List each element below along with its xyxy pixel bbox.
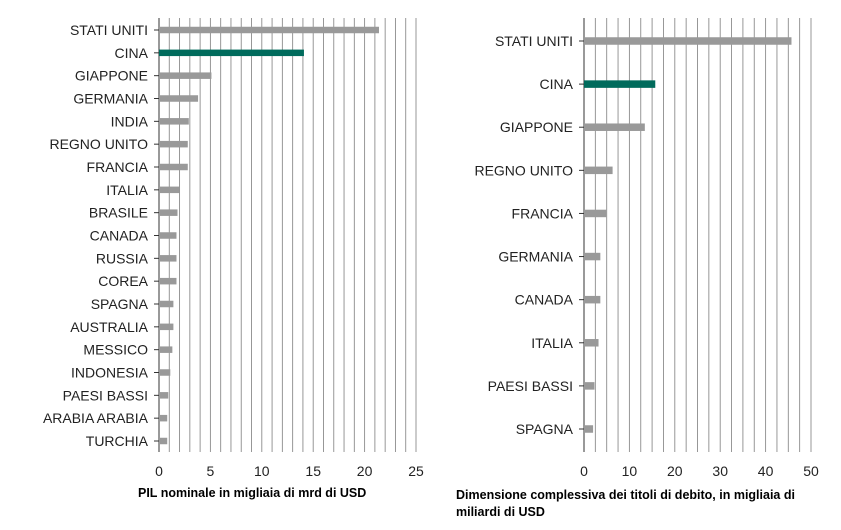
gdp-bar-giappone	[159, 72, 212, 79]
gdp-category-label: PAESI BASSI	[63, 387, 148, 403]
debt-securities-chart: Dimensione complessiva dei titoli di deb…	[456, 18, 819, 519]
gdp-bar-regno-unito	[159, 140, 188, 148]
gdp-x-tick-label: 5	[207, 463, 215, 479]
debt-bar-giappone	[584, 123, 645, 131]
debt-bar-spagna	[584, 425, 594, 433]
gdp-category-label: REGNO UNITO	[49, 136, 148, 152]
gdp-category-label: INDIA	[111, 113, 149, 129]
gdp-category-label: STATI UNITI	[70, 22, 148, 38]
gdp-chart: PIL nominale in migliaia di mrd di USD S…	[43, 18, 424, 500]
gdp-bar-indonesia	[159, 369, 171, 376]
debt-x-axis-title-line-2: miliardi di USD	[456, 505, 545, 519]
debt-bar-canada	[584, 295, 601, 304]
gdp-x-tick-label: 15	[305, 463, 321, 479]
debt-category-label: STATI UNITI	[495, 33, 573, 49]
gdp-bar-stati-uniti	[159, 26, 379, 34]
debt-bar-stati-uniti	[584, 37, 792, 45]
gdp-category-label: ITALIA	[106, 182, 148, 198]
gdp-bar-germania	[159, 95, 199, 102]
debt-x-tick-label: 30	[712, 463, 728, 479]
gdp-x-tick-label: 10	[254, 463, 270, 479]
debt-category-label: GERMANIA	[498, 249, 573, 265]
debt-bar-italia	[584, 339, 599, 347]
debt-bar-regno-unito	[584, 166, 613, 175]
gdp-category-label: GIAPPONE	[75, 68, 148, 84]
gdp-bar-brasile	[159, 209, 178, 216]
gdp-category-label: COREA	[98, 273, 148, 289]
gdp-category-label: TURCHIA	[86, 433, 149, 449]
gdp-category-label: BRASILE	[89, 205, 148, 221]
gdp-bar-russia	[159, 255, 177, 262]
gdp-bar-canada	[159, 232, 177, 239]
debt-x-tick-label: 20	[667, 463, 683, 479]
gdp-bar-messico	[159, 346, 173, 353]
gdp-category-label: AUSTRALIA	[70, 319, 148, 335]
debt-category-label: PAESI BASSI	[488, 378, 573, 394]
gdp-category-label: CINA	[115, 45, 149, 61]
gdp-x-axis-title: PIL nominale in migliaia di mrd di USD	[138, 486, 366, 500]
gdp-bar-paesi-bassi	[159, 392, 169, 399]
gdp-bar-francia	[159, 163, 188, 171]
gdp-bar-italia	[159, 186, 180, 194]
gdp-category-label: CANADA	[90, 228, 149, 244]
gdp-bar-spagna	[159, 300, 174, 308]
gdp-category-label: SPAGNA	[91, 296, 149, 312]
gdp-category-label: ARABIA ARABIA	[43, 410, 149, 426]
debt-category-label: CINA	[540, 76, 574, 92]
debt-bar-germania	[584, 252, 601, 261]
debt-category-label: REGNO UNITO	[474, 162, 573, 178]
debt-x-axis-title-line-1: Dimensione complessiva dei titoli di deb…	[456, 488, 795, 502]
gdp-bar-arabia-arabia	[159, 414, 168, 422]
gdp-category-label: MESSICO	[83, 342, 148, 358]
gdp-bar-corea	[159, 277, 177, 285]
debt-x-tick-label: 0	[580, 463, 588, 479]
gdp-x-tick-label: 25	[408, 463, 424, 479]
debt-category-label: GIAPPONE	[500, 119, 573, 135]
gdp-bar-australia	[159, 323, 174, 331]
debt-category-label: ITALIA	[531, 335, 573, 351]
gdp-category-label: FRANCIA	[87, 159, 149, 175]
debt-category-label: CANADA	[515, 292, 574, 308]
debt-x-tick-label: 10	[622, 463, 638, 479]
debt-bar-cina	[584, 80, 656, 88]
gdp-category-label: RUSSIA	[96, 250, 149, 266]
gdp-x-tick-label: 0	[155, 463, 163, 479]
debt-x-tick-label: 40	[758, 463, 774, 479]
gdp-bar-cina	[159, 49, 304, 57]
gdp-bar-turchia	[159, 437, 168, 445]
debt-category-label: SPAGNA	[516, 421, 574, 437]
debt-x-tick-label: 50	[803, 463, 819, 479]
gdp-bar-india	[159, 118, 189, 125]
debt-category-label: FRANCIA	[512, 205, 574, 221]
debt-bar-paesi-bassi	[584, 382, 595, 390]
gdp-category-label: GERMANIA	[73, 91, 148, 107]
gdp-category-label: INDONESIA	[71, 365, 149, 381]
debt-bar-francia	[584, 209, 607, 218]
gdp-x-tick-label: 20	[357, 463, 373, 479]
